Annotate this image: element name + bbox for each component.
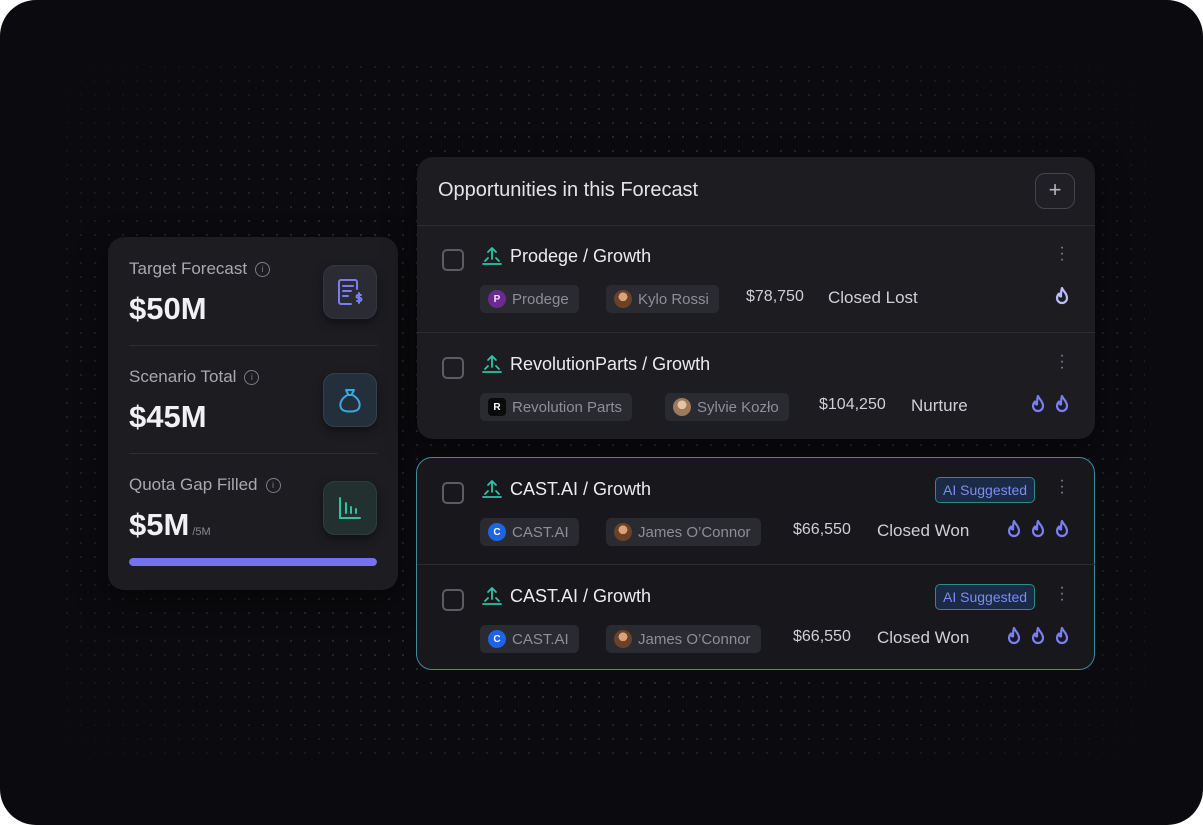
owner-chip[interactable]: James O’Connor (606, 518, 761, 546)
deal-amount: $66,550 (793, 628, 851, 645)
company-chip[interactable]: C CAST.AI (480, 625, 579, 653)
deal-amount: $66,550 (793, 521, 851, 538)
opportunity-title[interactable]: Prodege / Growth (510, 246, 652, 266)
opportunity-row[interactable]: Prodege / Growth · · · P Prodege Kylo Ross… (417, 225, 1095, 331)
flame-icon (1055, 520, 1069, 538)
opportunity-title[interactable]: RevolutionParts / Growth (510, 354, 711, 374)
add-opportunity-button[interactable]: + (1035, 173, 1075, 209)
growth-icon (482, 480, 502, 498)
growth-icon (482, 247, 502, 265)
owner-name: Kylo Rossi (638, 290, 709, 308)
flame-icon (1031, 395, 1045, 413)
metric-value-suffix: /5M (192, 526, 211, 538)
panel-header: Opportunities in this Forecast + (417, 157, 1095, 226)
info-icon[interactable]: i (244, 370, 260, 385)
growth-icon (482, 587, 502, 605)
metric-value: $45M (129, 399, 207, 434)
heat-indicator (1053, 287, 1071, 309)
company-chip[interactable]: P Prodege (480, 285, 579, 313)
deal-stage: Closed Won (877, 521, 970, 540)
row-checkbox[interactable] (442, 249, 464, 271)
company-name: Prodege (512, 290, 569, 308)
prodege-logo-icon: P (488, 290, 506, 308)
heat-indicator (1005, 627, 1071, 649)
heat-indicator (1029, 395, 1071, 417)
opportunity-row[interactable]: CAST.AI / Growth AI Suggested · · · C CAST… (417, 458, 1095, 564)
opportunity-title[interactable]: CAST.AI / Growth (510, 586, 652, 606)
divider (129, 453, 377, 454)
opportunity-row[interactable]: RevolutionParts / Growth · · · R Revolutio… (417, 332, 1095, 439)
more-options-icon[interactable]: · · · (1059, 239, 1065, 268)
deal-stage: Closed Lost (828, 288, 918, 307)
forecast-summary-card: Target Forecast i $50M Scenario Total i $4… (108, 237, 398, 590)
cast-ai-logo-icon: C (488, 630, 506, 648)
quota-progress-fill (129, 558, 377, 566)
company-name: CAST.AI (512, 630, 569, 648)
flame-icon (1055, 395, 1069, 413)
divider (129, 345, 377, 346)
quota-progress-bar (129, 558, 377, 566)
more-options-icon[interactable]: · · · (1059, 472, 1065, 501)
panel-title: Opportunities in this Forecast (438, 179, 699, 201)
info-icon[interactable]: i (255, 262, 271, 277)
metric-label: Scenario Total i (129, 367, 260, 387)
flame-icon (1055, 627, 1069, 645)
deal-stage: Nurture (911, 396, 968, 415)
deal-amount: $78,750 (746, 288, 804, 305)
flame-icon (1055, 287, 1069, 305)
row-checkbox[interactable] (442, 357, 464, 379)
flame-icon (1031, 627, 1045, 645)
invoice-dollar-icon (323, 265, 377, 319)
ai-suggested-panel: CAST.AI / Growth AI Suggested · · · C CAST… (416, 457, 1095, 670)
metric-value: $50M (129, 291, 207, 326)
growth-icon (482, 355, 502, 373)
opportunity-title[interactable]: CAST.AI / Growth (510, 479, 652, 499)
more-options-icon[interactable]: · · · (1059, 579, 1065, 608)
avatar (614, 630, 632, 648)
deal-amount: $104,250 (819, 396, 886, 413)
ai-suggested-badge: AI Suggested (935, 584, 1036, 610)
avatar (673, 398, 691, 416)
company-chip[interactable]: C CAST.AI (480, 518, 579, 546)
owner-name: Sylvie Kozło (697, 398, 779, 416)
metric-label: Target Forecast i (129, 259, 271, 279)
cast-ai-logo-icon: C (488, 523, 506, 541)
owner-chip[interactable]: Sylvie Kozło (665, 393, 789, 421)
owner-name: James O’Connor (638, 523, 751, 541)
owner-chip[interactable]: Kylo Rossi (606, 285, 719, 313)
bar-chart-icon (323, 481, 377, 535)
metric-value: $5M/5M (129, 507, 211, 542)
info-icon[interactable]: i (265, 478, 281, 493)
row-checkbox[interactable] (442, 589, 464, 611)
owner-chip[interactable]: James O’Connor (606, 625, 761, 653)
deal-stage: Closed Won (877, 628, 970, 647)
avatar (614, 290, 632, 308)
heat-indicator (1005, 520, 1071, 542)
company-chip[interactable]: R Revolution Parts (480, 393, 633, 421)
row-checkbox[interactable] (442, 482, 464, 504)
company-name: CAST.AI (512, 523, 569, 541)
flame-icon (1007, 520, 1021, 538)
opportunities-panel: Opportunities in this Forecast + Prodege… (417, 157, 1095, 439)
avatar (614, 523, 632, 541)
more-options-icon[interactable]: · · · (1059, 347, 1065, 376)
owner-name: James O’Connor (638, 630, 751, 648)
company-name: Revolution Parts (512, 398, 623, 416)
flame-icon (1007, 627, 1021, 645)
metric-label: Quota Gap Filled i (129, 475, 281, 495)
opportunity-row[interactable]: CAST.AI / Growth AI Suggested · · · C CAST… (417, 564, 1095, 671)
money-bag-icon (323, 373, 377, 427)
flame-icon (1031, 520, 1045, 538)
ai-suggested-badge: AI Suggested (935, 477, 1036, 503)
revolution-parts-logo-icon: R (488, 398, 506, 416)
